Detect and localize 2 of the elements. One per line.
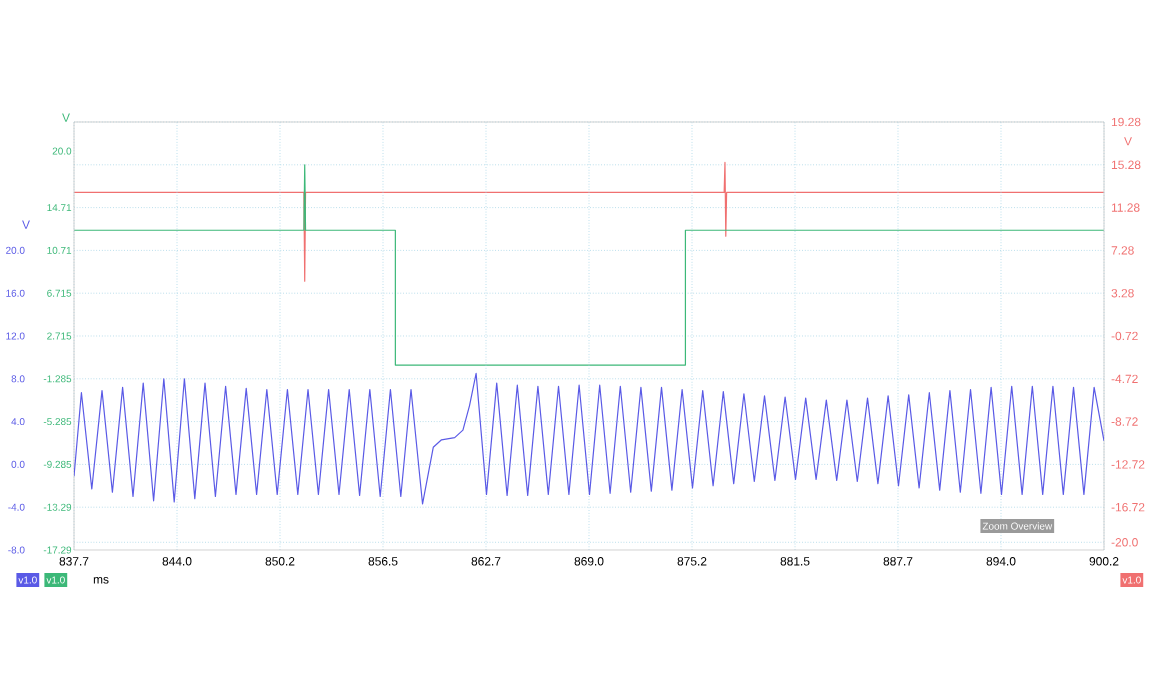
line-series (74, 161, 1105, 282)
line-series (74, 372, 1105, 505)
